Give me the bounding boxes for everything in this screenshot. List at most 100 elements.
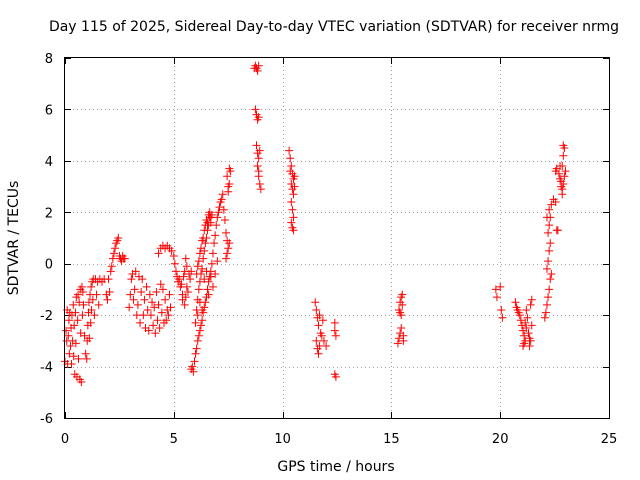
data-point <box>104 275 113 284</box>
data-point <box>150 303 159 312</box>
data-point <box>192 344 201 353</box>
data-point <box>108 254 117 263</box>
data-point <box>311 298 320 307</box>
data-point <box>153 316 162 325</box>
data-point <box>491 285 500 294</box>
data-point <box>330 318 339 327</box>
data-point <box>314 349 323 358</box>
data-point <box>208 282 217 291</box>
data-points <box>61 61 570 386</box>
data-point <box>165 290 174 299</box>
data-point <box>177 280 186 289</box>
data-point <box>215 203 224 212</box>
data-point <box>287 218 296 227</box>
data-point <box>188 362 197 371</box>
data-point <box>525 342 534 350</box>
data-point <box>179 272 188 281</box>
data-point <box>255 146 264 155</box>
data-point <box>286 167 295 176</box>
y-tick-labels: -6 -4 -2 0 2 4 6 8 <box>40 52 53 427</box>
data-point <box>183 288 192 296</box>
data-point <box>166 303 175 312</box>
data-point <box>322 342 331 350</box>
x-axis-label: GPS time / hours <box>277 459 394 475</box>
data-point <box>198 306 207 314</box>
data-point <box>131 267 140 276</box>
data-point <box>129 295 138 304</box>
data-point <box>560 172 569 181</box>
data-point <box>199 234 208 242</box>
data-point <box>542 213 551 222</box>
data-point <box>546 239 555 248</box>
data-point <box>331 372 340 381</box>
data-point <box>253 162 262 170</box>
data-point <box>219 205 228 214</box>
data-point <box>130 285 139 294</box>
data-point <box>208 249 217 258</box>
data-point <box>544 257 553 266</box>
data-point <box>312 306 321 314</box>
y-tick-label: -2 <box>40 309 53 324</box>
data-point <box>314 321 323 330</box>
data-point <box>226 167 235 176</box>
data-point <box>105 288 114 296</box>
data-point <box>78 288 87 296</box>
data-point <box>92 290 101 299</box>
y-tick-label: 2 <box>45 206 53 221</box>
data-point <box>213 213 222 222</box>
x-tick-label: 20 <box>492 432 509 447</box>
data-point <box>254 167 263 176</box>
y-tick-label: 8 <box>45 52 53 67</box>
data-point <box>62 326 71 335</box>
data-point <box>545 221 554 230</box>
data-point <box>144 326 153 335</box>
data-point <box>164 311 173 320</box>
data-point <box>312 336 321 345</box>
data-point <box>521 318 530 327</box>
data-point <box>120 254 129 263</box>
data-point <box>127 275 136 284</box>
data-point <box>181 293 190 302</box>
x-tick-label: 5 <box>170 432 178 447</box>
data-point <box>186 275 195 284</box>
data-point <box>200 275 209 284</box>
data-point <box>210 239 219 248</box>
x-tick-label: 15 <box>383 432 400 447</box>
data-point <box>398 290 407 299</box>
data-point <box>111 244 120 253</box>
data-point <box>143 306 152 314</box>
data-point <box>106 267 115 276</box>
data-point <box>289 226 298 235</box>
data-point <box>149 321 158 330</box>
data-point <box>397 311 406 320</box>
data-point <box>213 257 222 266</box>
data-point <box>82 354 91 363</box>
data-point <box>64 316 73 325</box>
data-point <box>162 316 171 325</box>
data-point <box>214 208 223 217</box>
data-point <box>255 180 264 188</box>
data-point <box>522 324 531 332</box>
data-point <box>212 221 221 230</box>
data-point <box>69 352 78 361</box>
data-point <box>195 326 204 335</box>
data-point <box>195 298 204 307</box>
x-tick-label: 0 <box>61 432 69 447</box>
data-point <box>137 288 146 296</box>
data-point <box>558 185 567 194</box>
data-point <box>197 244 205 253</box>
data-point <box>181 254 190 263</box>
data-point <box>169 252 178 260</box>
data-point <box>561 167 570 176</box>
data-point <box>187 267 196 276</box>
data-point <box>559 180 568 188</box>
data-point <box>253 66 262 75</box>
data-point <box>125 303 134 312</box>
data-point <box>288 205 297 214</box>
data-point <box>154 300 163 309</box>
data-point <box>155 324 164 332</box>
data-point <box>254 113 263 122</box>
data-point <box>79 300 88 309</box>
data-point <box>190 357 199 366</box>
